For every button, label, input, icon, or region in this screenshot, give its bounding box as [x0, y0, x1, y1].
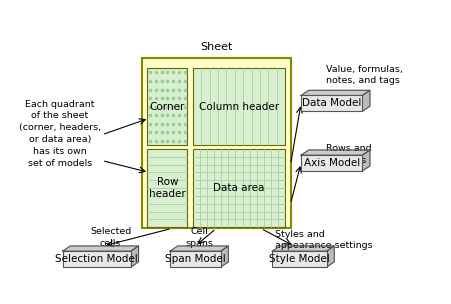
Text: Selected
cells: Selected cells [90, 227, 131, 248]
Text: Cell
spans: Cell spans [186, 227, 214, 248]
Bar [147, 149, 188, 227]
Text: Column header: Column header [199, 102, 279, 112]
Bar [301, 155, 362, 171]
Polygon shape [362, 90, 370, 111]
Bar [147, 68, 188, 145]
Text: Axis Model: Axis Model [304, 158, 360, 168]
Polygon shape [327, 246, 334, 267]
Polygon shape [131, 246, 138, 267]
Bar [142, 57, 290, 228]
Bar [63, 251, 131, 267]
Bar [301, 95, 362, 111]
Text: Style Model: Style Model [269, 254, 330, 264]
Bar [170, 251, 221, 267]
Polygon shape [170, 246, 228, 251]
Text: Each quadrant
of the sheet
(corner, headers,
or data area)
has its own
set of mo: Each quadrant of the sheet (corner, head… [19, 100, 101, 168]
Bar [272, 251, 327, 267]
Text: Data Model: Data Model [302, 98, 361, 109]
Text: Rows and
Columns: Rows and Columns [326, 144, 371, 165]
Bar [193, 68, 285, 145]
Polygon shape [272, 246, 334, 251]
Text: Sheet: Sheet [200, 42, 232, 52]
Polygon shape [63, 246, 138, 251]
Text: Styles and
appearance settings: Styles and appearance settings [275, 230, 373, 250]
Polygon shape [362, 150, 370, 171]
Text: Span Model: Span Model [165, 254, 226, 264]
Text: Corner: Corner [150, 102, 185, 112]
Text: Data area: Data area [213, 183, 265, 193]
Text: Value, formulas,
notes, and tags: Value, formulas, notes, and tags [326, 64, 402, 85]
Text: Row
header: Row header [149, 177, 186, 199]
Bar [193, 149, 285, 227]
Text: Selection Model: Selection Model [55, 254, 138, 264]
Polygon shape [221, 246, 228, 267]
Polygon shape [301, 150, 370, 155]
Polygon shape [301, 90, 370, 95]
